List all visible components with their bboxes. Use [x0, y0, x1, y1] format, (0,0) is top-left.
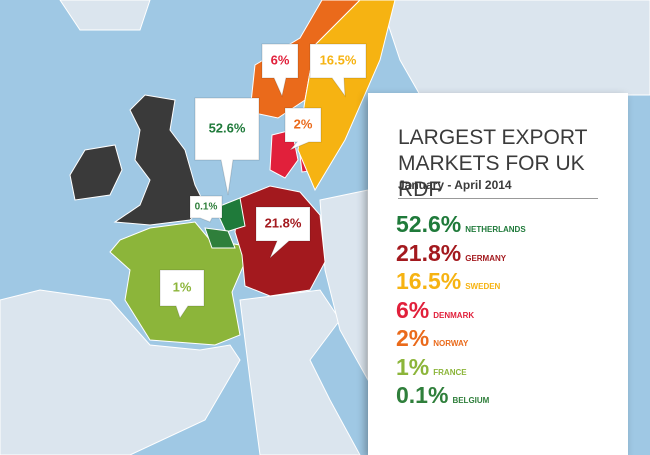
subtitle: January - April 2014: [398, 178, 598, 199]
country: GERMANY: [465, 253, 507, 263]
country: DENMARK: [433, 310, 475, 320]
legend-panel: LARGEST EXPORT MARKETS FOR UK RDF Januar…: [368, 93, 628, 455]
callout: 16.5%: [309, 43, 367, 98]
netherlands: [214, 197, 246, 233]
legend-entry: 21.8% GERMANY: [396, 240, 526, 269]
callout-box: [261, 43, 299, 98]
share: 0.1%: [396, 382, 449, 408]
callout-box: [255, 206, 311, 259]
callout: 1%: [159, 269, 205, 320]
legend-entry: 6% DENMARK: [396, 297, 526, 326]
callout: 2%: [284, 107, 322, 151]
callout-label: 0.1%: [195, 202, 218, 213]
callout: 21.8%: [255, 206, 311, 259]
callout-label: 1%: [173, 279, 192, 294]
legend-entry: 16.5% SWEDEN: [396, 268, 526, 297]
share: 16.5%: [396, 268, 462, 294]
callout: 52.6%: [194, 97, 260, 196]
country: SWEDEN: [465, 282, 501, 291]
callout-label: 52.6%: [209, 120, 246, 135]
title: LARGEST EXPORT MARKETS FOR UK RDF: [398, 126, 588, 201]
legend-entry: 52.6% NETHERLANDS: [396, 211, 526, 240]
share: 2%: [396, 325, 430, 351]
legend-entry: 0.1% BELGIUM: [396, 382, 526, 411]
callout-label: 21.8%: [265, 215, 302, 230]
country: NETHERLANDS: [465, 225, 526, 234]
share: 52.6%: [396, 211, 462, 237]
callout: 0.1%: [189, 195, 223, 223]
callout-box: [194, 97, 260, 196]
callout-label: 16.5%: [320, 52, 357, 67]
share: 6%: [396, 296, 430, 323]
country: BELGIUM: [452, 396, 490, 405]
legend-entry: 2% NORWAY: [396, 325, 526, 354]
callout-box: [309, 43, 367, 98]
legend-entry: 1% FRANCE: [396, 354, 526, 383]
callout-label: 6%: [271, 52, 290, 67]
callout-label: 2%: [294, 116, 313, 131]
country: FRANCE: [433, 367, 467, 377]
uk: [113, 94, 206, 226]
share: 21.8%: [396, 239, 462, 266]
legend: 52.6% NETHERLANDS 21.8% GERMANY 16.5% SWEDEN 6…: [396, 211, 526, 411]
callout-box: [159, 269, 205, 320]
callout-box: [284, 107, 322, 151]
belgium: [204, 227, 236, 249]
callout-box: [189, 195, 223, 223]
share: 1%: [396, 353, 430, 380]
callout: 6%: [261, 43, 299, 98]
ireland: [69, 144, 123, 201]
country: NORWAY: [433, 339, 469, 348]
